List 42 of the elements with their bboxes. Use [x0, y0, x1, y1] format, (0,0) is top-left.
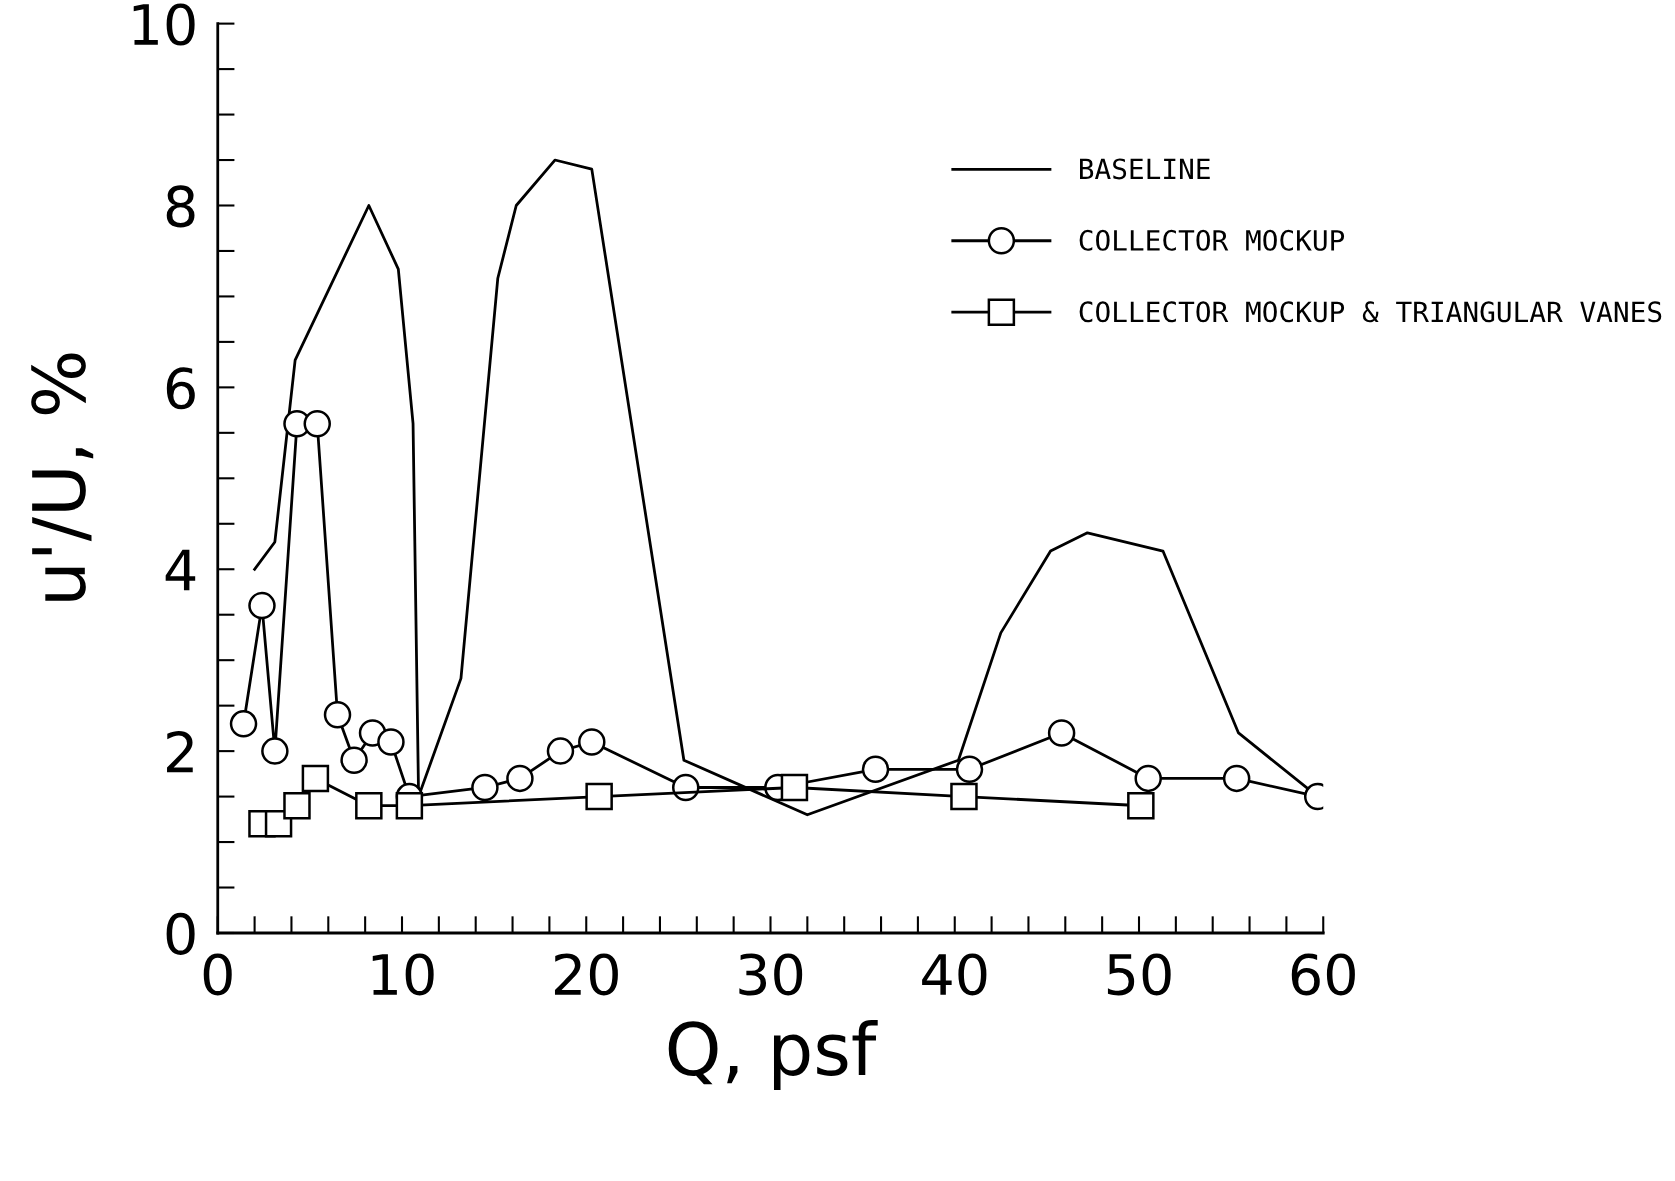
x-tick-label: 40	[922, 953, 987, 996]
y-tick-label: 6	[166, 367, 195, 410]
y-tick-label: 0	[166, 912, 195, 955]
point	[283, 791, 311, 820]
x-tick-label: 0	[203, 953, 232, 996]
x-tick-label: 50	[1107, 953, 1171, 996]
point	[471, 773, 499, 802]
x-tick-label: 60	[1291, 953, 1355, 996]
point	[585, 782, 613, 811]
point	[780, 773, 809, 802]
point	[1222, 764, 1251, 793]
legend-label: COLLECTOR MOCKUP	[1079, 229, 1345, 251]
point	[506, 764, 534, 793]
y-tick-label: 4	[165, 549, 196, 591]
point	[1127, 791, 1155, 820]
point	[377, 728, 405, 756]
point	[323, 700, 352, 729]
point	[229, 710, 258, 738]
x-tick-label: 30	[739, 953, 803, 996]
y-tick-label: 8	[166, 185, 195, 228]
point	[261, 737, 289, 765]
y-axis-title: u'/U, %	[31, 353, 94, 601]
point	[340, 746, 368, 774]
point	[1047, 719, 1076, 747]
point	[546, 737, 575, 765]
point	[248, 591, 276, 620]
point	[578, 728, 606, 756]
x-tick-label: 20	[554, 953, 618, 996]
point	[355, 791, 383, 820]
point	[861, 755, 890, 784]
legend-label: COLLECTOR MOCKUP & TRIANGULAR VANES	[1079, 301, 1662, 323]
point	[301, 764, 330, 793]
point	[303, 409, 331, 438]
y-tick-label: 10	[133, 3, 195, 46]
point	[950, 782, 978, 811]
x-tick-label: 10	[372, 953, 434, 996]
point	[395, 791, 424, 820]
y-tick-label: 2	[167, 730, 193, 773]
x-axis-title: Q, psf	[668, 1020, 878, 1090]
point	[1134, 764, 1162, 793]
point	[955, 755, 984, 784]
legend-label: BASELINE	[1080, 158, 1210, 180]
